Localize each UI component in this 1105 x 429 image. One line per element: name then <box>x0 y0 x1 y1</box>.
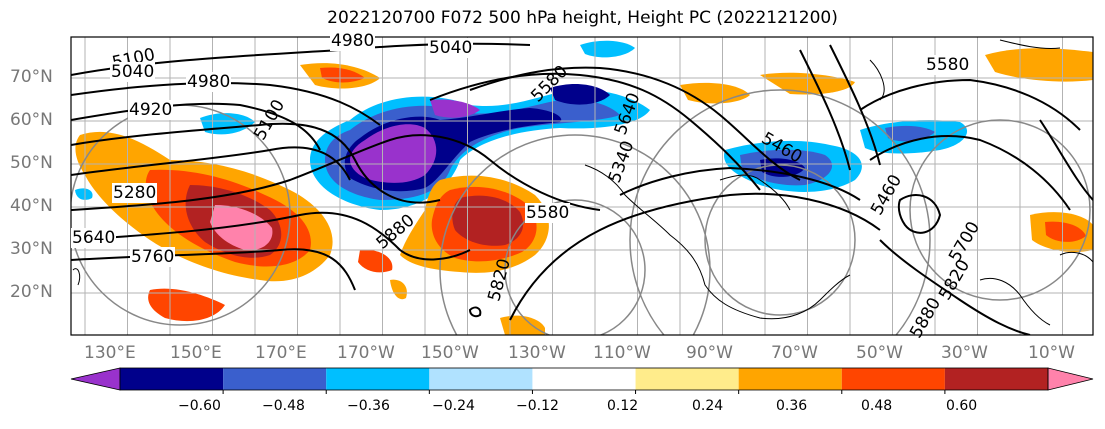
colorbar-bin <box>429 368 533 390</box>
lat-label: 70°N <box>10 67 53 87</box>
lat-label: 20°N <box>10 282 53 302</box>
lon-label: 30°W <box>941 343 988 363</box>
lat-label: 50°N <box>10 153 53 173</box>
contour-label: 4920 <box>128 100 174 120</box>
lon-label: 130°W <box>508 343 566 363</box>
colorbar-bin <box>326 368 430 390</box>
colorbar-bin <box>223 368 327 390</box>
lon-label: 150°E <box>170 343 222 363</box>
colorbar <box>70 367 1094 394</box>
colorbar-bin <box>120 368 224 390</box>
lon-label: 170°E <box>255 343 307 363</box>
lat-label: 40°N <box>10 196 53 216</box>
contour-label: 5040 <box>428 38 474 58</box>
colorbar-tick: 0.60 <box>946 398 978 414</box>
contour-label: 5640 <box>71 228 117 248</box>
lon-label: 10°W <box>1028 343 1075 363</box>
contour-label: 4980 <box>330 31 376 51</box>
contour-label: 5580 <box>925 55 971 75</box>
colorbar-tick: 0.48 <box>861 398 893 414</box>
colorbar-bin <box>841 368 945 390</box>
plot-frame <box>70 36 1094 336</box>
colorbar-tick: −0.60 <box>178 398 221 414</box>
lon-label: 110°W <box>593 343 651 363</box>
colorbar-tick: −0.36 <box>347 398 390 414</box>
contour-label: 5040 <box>110 62 156 82</box>
colorbar-tick: −0.12 <box>516 398 559 414</box>
lat-label: 60°N <box>10 110 53 130</box>
colorbar-tick: 0.36 <box>776 398 808 414</box>
map-title: 2022120700 F072 500 hPa height, Height P… <box>327 8 838 28</box>
colorbar-extend-low <box>70 367 121 391</box>
colorbar-tick: −0.48 <box>262 398 305 414</box>
colorbar-tick: 0.24 <box>692 398 724 414</box>
contour-label: 5280 <box>112 183 158 203</box>
colorbar-bin <box>738 368 842 390</box>
lon-label: 50°W <box>856 343 903 363</box>
lon-label: 90°W <box>686 343 733 363</box>
coastlines <box>72 39 1093 326</box>
contour-label: 4980 <box>186 72 232 92</box>
lon-label: 70°W <box>771 343 818 363</box>
contour-label: 5760 <box>130 247 176 267</box>
contour-label: 5580 <box>525 203 571 223</box>
lon-label: 150°W <box>421 343 479 363</box>
lat-label: 30°N <box>10 239 53 259</box>
lon-label: 170°W <box>337 343 395 363</box>
colorbar-tick: −0.24 <box>432 398 475 414</box>
colorbar-tick: 0.12 <box>607 398 639 414</box>
range-circles <box>71 89 1091 335</box>
colorbar-extend-high <box>1047 367 1094 391</box>
colorbar-bin <box>532 368 636 390</box>
lon-label: 130°E <box>84 343 136 363</box>
colorbar-bin <box>944 368 1048 390</box>
colorbar-bin <box>635 368 739 390</box>
colorbar-frame <box>119 367 1049 391</box>
